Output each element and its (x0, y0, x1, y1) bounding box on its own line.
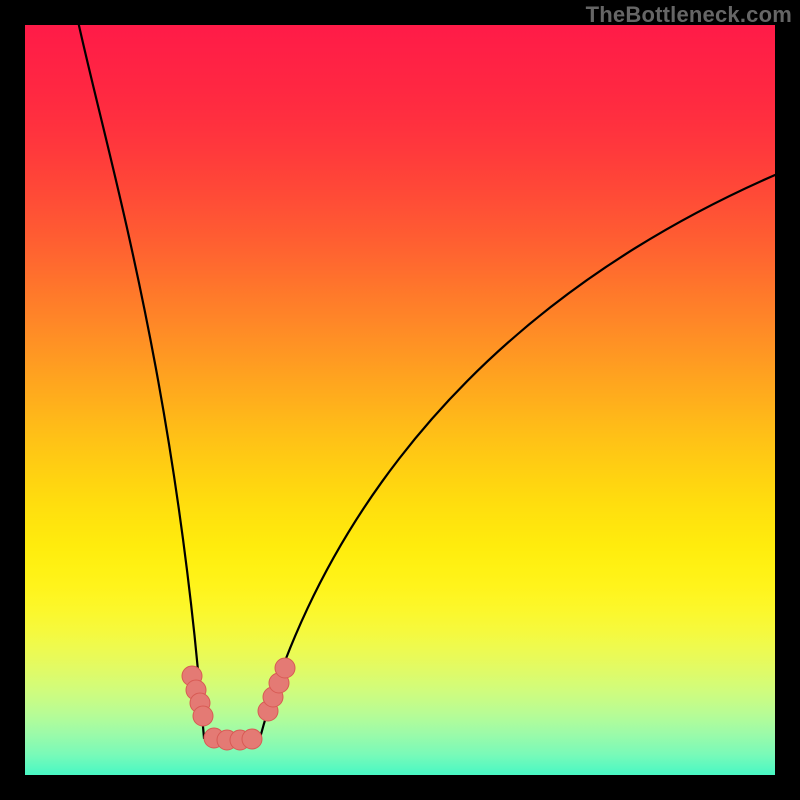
marker-right (275, 658, 295, 678)
chart-svg (0, 0, 800, 800)
marker-left (193, 706, 213, 726)
gradient-plot-area (25, 25, 775, 775)
chart-canvas: TheBottleneck.com (0, 0, 800, 800)
marker-bottom (242, 729, 262, 749)
watermark-text: TheBottleneck.com (586, 2, 792, 28)
